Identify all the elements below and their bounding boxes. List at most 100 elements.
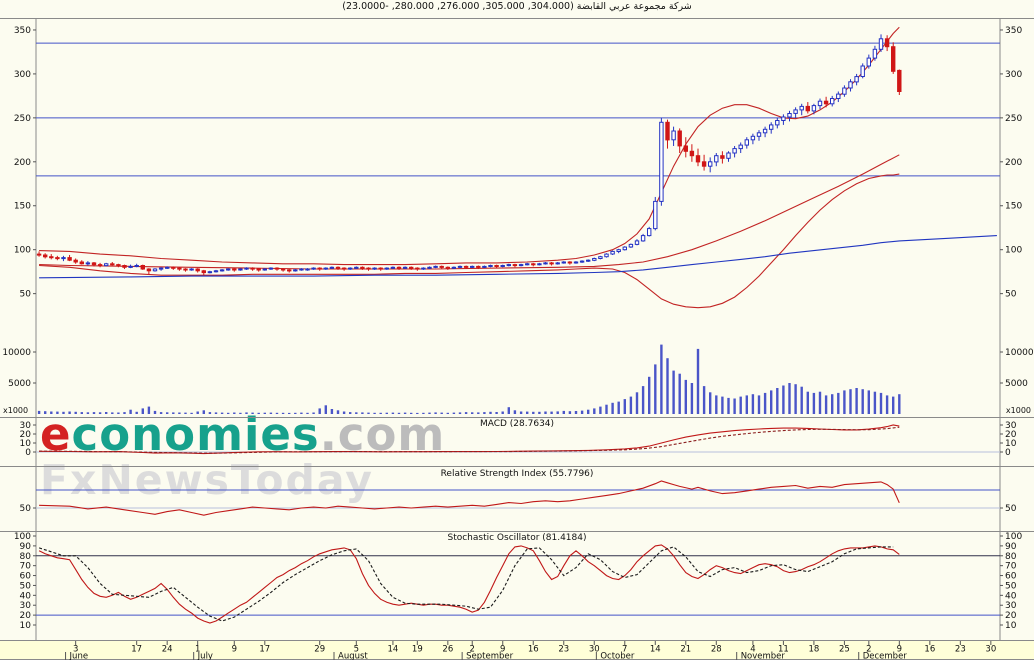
candle-body: [244, 267, 249, 270]
volume-bar: [757, 395, 761, 414]
volume-bar: [37, 410, 41, 414]
date-tick-label: 5: [354, 645, 359, 655]
candle-body: [860, 65, 865, 77]
volume-bar: [782, 385, 785, 414]
candle-body: [433, 265, 438, 268]
volume-bar: [74, 411, 77, 414]
volume-bar: [885, 395, 889, 414]
candle-body: [183, 268, 188, 271]
candle-body: [598, 256, 603, 260]
volume-bar: [526, 411, 529, 414]
volume-bar: [385, 412, 388, 414]
volume-bar: [770, 390, 773, 414]
candle-body: [329, 266, 335, 269]
candle-body: [586, 259, 591, 262]
candle-body: [836, 93, 841, 99]
volume-bar: [117, 412, 120, 414]
date-tick-label: 23: [955, 645, 966, 655]
volume-bar: [172, 412, 175, 414]
candle-body: [97, 264, 103, 267]
candle-body: [415, 267, 420, 270]
macd-axis-label: 20: [1005, 430, 1017, 440]
stochastic-axis-label: 60: [1005, 572, 1017, 582]
volume-bar: [745, 395, 748, 414]
candle-body: [738, 144, 743, 150]
volume-bar: [837, 392, 840, 414]
volume-bar: [892, 396, 895, 414]
stochastic-panel-title: Stochastic Oscillator (81.4184): [447, 533, 587, 543]
candle-body: [628, 243, 634, 248]
candle-body: [659, 121, 664, 202]
candle-body: [360, 266, 365, 269]
volume-bar: [831, 394, 834, 414]
month-label: October: [600, 652, 635, 660]
volume-bar: [562, 410, 565, 414]
candle-body: [610, 250, 615, 255]
volume-bar: [721, 396, 724, 414]
volume-bar: [580, 410, 584, 414]
candle-body: [348, 267, 353, 270]
stochastic-axis-label: 70: [1005, 562, 1017, 572]
price-axis-label: 250: [14, 114, 31, 124]
candle-body: [122, 265, 127, 268]
date-tick-label: 1: [195, 645, 200, 655]
candle-body: [494, 265, 499, 267]
candle-body: [732, 148, 737, 154]
volume-bar: [788, 383, 791, 414]
volume-bar: [62, 411, 65, 414]
candle-body: [323, 267, 329, 270]
month-label: July: [197, 652, 213, 660]
volume-bar: [318, 408, 321, 414]
macd-axis-label: 30: [20, 421, 32, 431]
volume-bar: [556, 411, 559, 414]
date-tick-label: 9: [897, 645, 902, 655]
rsi-line: [39, 480, 900, 516]
date-tick-label: 14: [650, 645, 661, 655]
brand-suffix: .com: [319, 408, 446, 461]
candle-body: [55, 257, 60, 260]
stochastic-axis-label: 80: [1005, 552, 1017, 562]
volume-bar: [879, 392, 883, 414]
volume-bar: [312, 412, 315, 414]
candle-body: [677, 130, 682, 147]
candle-body: [427, 266, 432, 269]
volume-bar: [141, 408, 144, 414]
volume-bar: [379, 412, 382, 414]
candle-body: [116, 264, 121, 267]
volume-bar: [324, 405, 327, 414]
volume-bar: [464, 412, 468, 414]
candle-body: [67, 257, 72, 261]
date-tick-label: 30: [589, 645, 600, 655]
candle-body: [396, 266, 402, 269]
indicator-lines: [38, 424, 900, 624]
candle-body: [579, 260, 585, 263]
volume-bar: [245, 412, 248, 414]
candle-body: [775, 120, 780, 126]
date-tick-label: 18: [808, 645, 819, 655]
date-tick-label: 24: [162, 645, 173, 655]
candle-body: [390, 266, 396, 269]
candle-body: [152, 268, 158, 272]
volume-unit-label: x1000: [1006, 406, 1031, 415]
volume-unit-label: x1000: [3, 406, 28, 415]
volume-bar: [440, 412, 443, 414]
volume-bar: [306, 412, 309, 414]
volume-bar: [208, 412, 212, 414]
volume-bar: [739, 396, 742, 414]
stochastic-k-line: [38, 544, 900, 624]
stochastic-axis-label: 50: [1005, 581, 1017, 591]
candle-body: [445, 266, 451, 269]
candle-body: [640, 235, 646, 242]
price-axis-label: 350: [1005, 26, 1022, 36]
candle-body: [848, 81, 853, 89]
volume-bar: [373, 412, 376, 414]
volume-bar: [489, 411, 492, 414]
candle-body: [146, 268, 152, 272]
candle-body: [268, 267, 274, 270]
candle-body: [744, 139, 749, 146]
volume-bar: [483, 412, 486, 414]
volume-bar: [355, 412, 358, 414]
bollinger-upper-line: [39, 26, 900, 266]
stochastic-axis-label: 100: [14, 532, 31, 542]
